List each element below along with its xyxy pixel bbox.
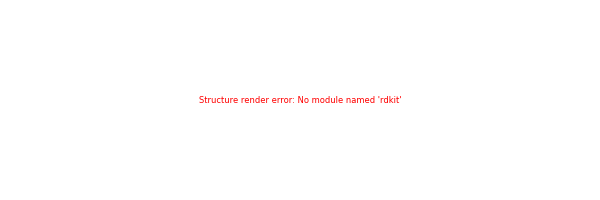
Text: Structure render error: No module named 'rdkit': Structure render error: No module named … [199, 96, 401, 104]
